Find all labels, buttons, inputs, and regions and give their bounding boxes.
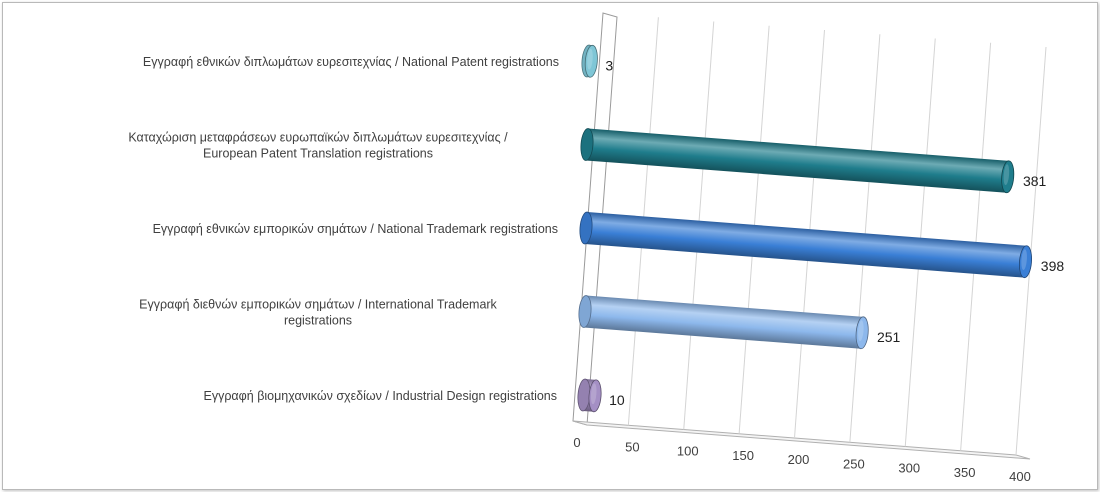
bar-cylinder: [581, 44, 598, 78]
x-tick-label: 100: [677, 444, 699, 459]
category-label: Εγγραφή εθνικών διπλωμάτων ευρεσιτεχνίας…: [143, 55, 559, 69]
x-tick-label: 150: [732, 448, 754, 463]
x-tick-label: 350: [954, 465, 976, 480]
data-label: 381: [1023, 173, 1047, 189]
bar-cylinder: [577, 378, 602, 413]
category-label: Εγγραφή βιομηχανικών σχεδίων / Industria…: [203, 389, 557, 403]
chart-floor: [572, 420, 1031, 460]
data-label: 398: [1041, 258, 1065, 274]
category-label: Εγγραφή διεθνών εμπορικών σημάτων / Inte…: [139, 298, 497, 328]
x-tick-label: 400: [1009, 469, 1031, 484]
category-label: Εγγραφή εθνικών εμπορικών σημάτων / Nati…: [153, 222, 558, 236]
x-tick-label: 200: [788, 452, 810, 467]
bar-cylinder: [580, 128, 1015, 194]
x-tick-label: 50: [625, 439, 639, 454]
bar-chart: 0 50 100 150 200 250 300 350 400 3 Εγγραφή εθνικών…: [128, 12, 1065, 484]
data-label: 10: [609, 392, 625, 408]
x-tick-label: 300: [898, 461, 920, 476]
x-tick-label: 0: [573, 435, 580, 450]
data-label: 3: [605, 57, 613, 73]
category-label: Καταχώριση μεταφράσεων ευρωπαϊκών διπλωμ…: [128, 131, 508, 161]
x-tick-label: 250: [843, 456, 865, 471]
bar-cylinder: [578, 295, 869, 350]
bar-cylinder: [579, 211, 1032, 279]
data-label: 251: [877, 329, 901, 345]
